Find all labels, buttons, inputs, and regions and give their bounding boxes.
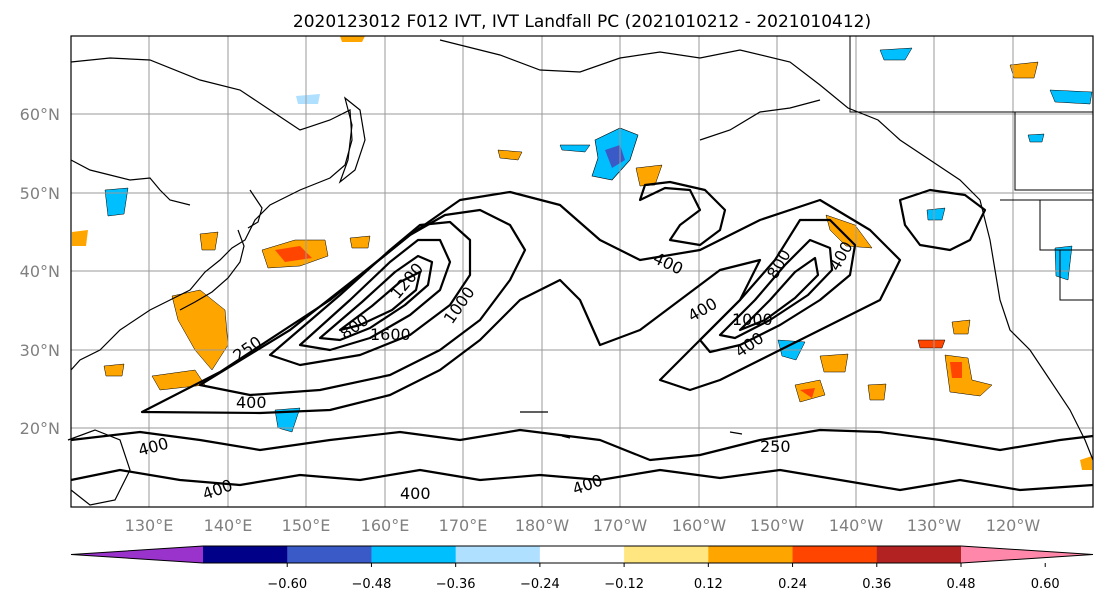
lon-label: 170°W (593, 516, 648, 535)
colorbar-tick-label: −0.12 (604, 577, 644, 592)
colorbar: −0.60 −0.48 −0.36 −0.24 −0.12 0.12 0.24 0.36 0.4… (70, 545, 1094, 592)
colorbar-tick-label: 0.48 (947, 577, 976, 592)
colorbar-segment (287, 546, 372, 563)
colorbar-segment (203, 546, 288, 563)
colorbar-outline (70, 545, 1094, 564)
lon-label: 130°E (125, 516, 174, 535)
lon-label: 170°E (439, 516, 488, 535)
colorbar-tick-label: −0.24 (520, 577, 560, 592)
colorbar-segment (455, 546, 541, 563)
colorbar-extend-high (961, 546, 1093, 563)
colorbar-tick-label: 0.36 (862, 577, 891, 592)
contour-label: 1000 (732, 310, 773, 329)
lon-label: 150°W (750, 516, 805, 535)
longitude-labels: 130°E 140°E 150°E 160°E 170°E 180°W 170°… (125, 516, 1041, 535)
graticule (71, 36, 1093, 507)
map-panel: 250 400 800 1200 1600 1000 400 400 800 1… (67, 35, 1094, 508)
political-borders (849, 36, 1093, 301)
contour-label: 1600 (370, 325, 411, 344)
contour-label: 250 (760, 437, 791, 456)
colorbar-tick-label: 0.12 (694, 577, 723, 592)
lon-label: 180°W (515, 516, 570, 535)
lon-label: 140°W (829, 516, 884, 535)
map-title: 2020123012 F012 IVT, IVT Landfall PC (20… (293, 12, 871, 32)
colorbar-segment (624, 546, 709, 563)
lon-label: 140°E (204, 516, 253, 535)
colorbar-segment (792, 546, 878, 563)
contour-label: 400 (236, 393, 267, 412)
colorbar-segment (708, 546, 794, 563)
map-border (70, 35, 1094, 508)
lon-label: 160°E (361, 516, 410, 535)
lat-label: 20°N (20, 419, 60, 438)
lon-label: 160°W (672, 516, 727, 535)
contour-label: 400 (400, 484, 431, 503)
lat-label: 40°N (20, 262, 60, 281)
ivt-contours (70, 180, 1094, 492)
colorbar-segment (876, 546, 962, 563)
lat-label: 50°N (20, 184, 60, 203)
colorbar-tick-label: 0.60 (1031, 577, 1060, 592)
positive-anomaly-patches (72, 36, 1092, 470)
lat-label: 60°N (20, 105, 60, 124)
lon-label: 150°E (282, 516, 331, 535)
colorbar-tick-label: −0.48 (352, 577, 392, 592)
lon-label: 130°W (907, 516, 962, 535)
colorbar-tick-label: 0.24 (778, 577, 807, 592)
latitude-labels: 60°N 50°N 40°N 30°N 20°N (20, 105, 60, 438)
lon-label: 120°W (986, 516, 1041, 535)
colorbar-extend-low (71, 546, 203, 563)
colorbar-segment (539, 546, 625, 563)
colorbar-tick-label: −0.36 (436, 577, 476, 592)
colorbar-tick-label: −0.60 (267, 577, 307, 592)
coastlines (67, 39, 1094, 506)
colorbar-segment (371, 546, 457, 563)
lat-label: 30°N (20, 341, 60, 360)
